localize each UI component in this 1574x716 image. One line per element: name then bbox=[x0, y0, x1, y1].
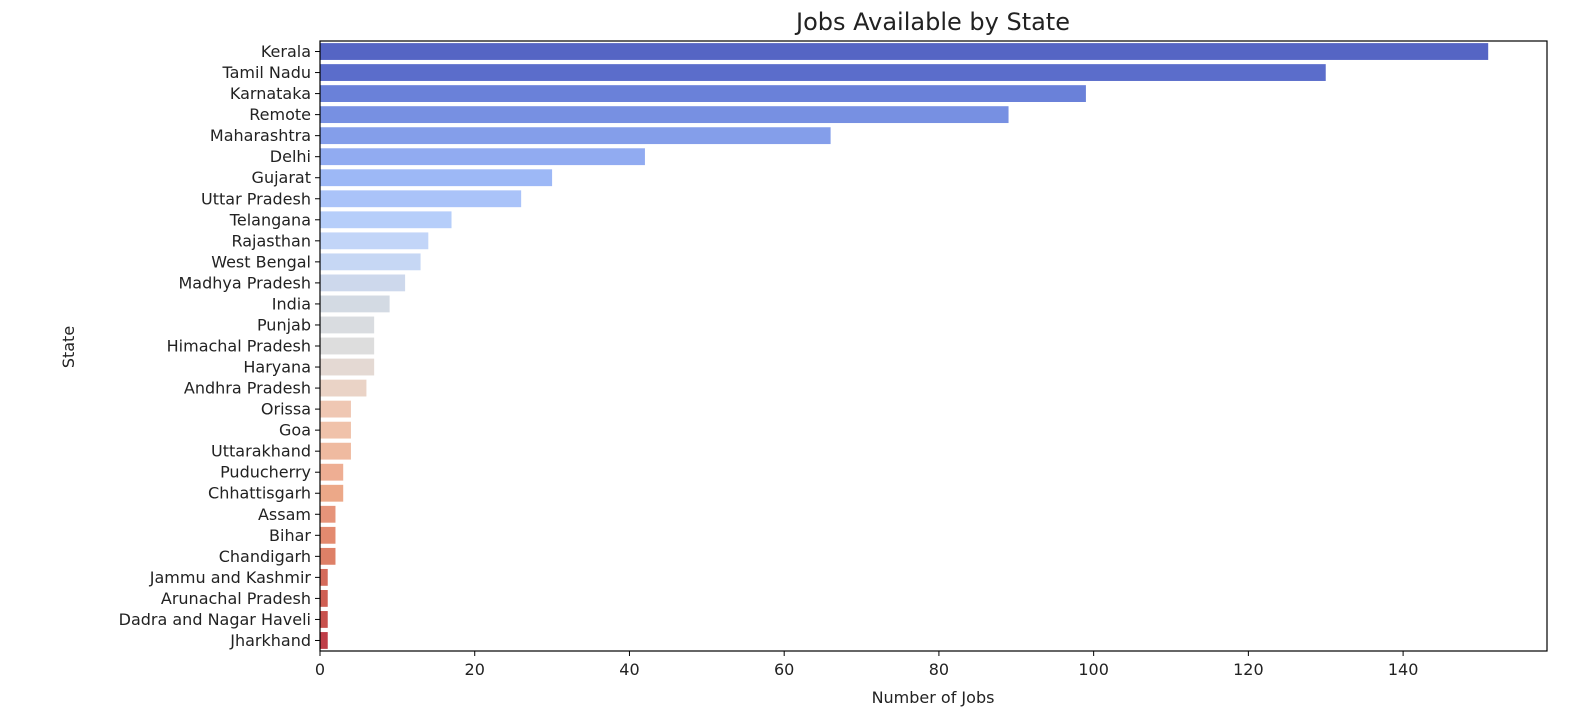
bar-delhi bbox=[320, 148, 645, 165]
bar-jammu-and-kashmir bbox=[320, 569, 328, 586]
bar-orissa bbox=[320, 401, 351, 418]
bar-goa bbox=[320, 422, 351, 439]
x-axis-label: Number of Jobs bbox=[872, 688, 995, 707]
y-tick-label: Rajasthan bbox=[231, 231, 311, 250]
y-tick-label: Maharashtra bbox=[210, 126, 311, 145]
x-ticks: 0 20 40 60 80 100 120 140 bbox=[315, 651, 1418, 679]
x-tick-label: 140 bbox=[1388, 660, 1419, 679]
y-tick-label: Delhi bbox=[270, 147, 311, 166]
bar-remote bbox=[320, 106, 1009, 123]
bar-dadra-and-nagar-haveli bbox=[320, 611, 328, 628]
y-tick-label: Jharkhand bbox=[229, 631, 311, 650]
x-tick-label: 0 bbox=[315, 660, 325, 679]
y-tick-label: Dadra and Nagar Haveli bbox=[119, 610, 311, 629]
y-tick-label: Gujarat bbox=[252, 168, 311, 187]
bar-puducherry bbox=[320, 464, 343, 481]
bar-assam bbox=[320, 506, 335, 523]
bar-arunachal-pradesh bbox=[320, 590, 328, 607]
bar-madhya-pradesh bbox=[320, 274, 405, 291]
x-tick-label: 20 bbox=[465, 660, 485, 679]
x-tick-label: 80 bbox=[929, 660, 949, 679]
bar-punjab bbox=[320, 317, 374, 334]
bar-jharkhand bbox=[320, 632, 328, 649]
bar-west-bengal bbox=[320, 253, 421, 270]
bar-himachal-pradesh bbox=[320, 338, 374, 355]
y-tick-label: Bihar bbox=[269, 526, 311, 545]
bar-uttar-pradesh bbox=[320, 190, 521, 207]
y-tick-labels: Kerala Tamil Nadu Karnataka Remote Maharasht… bbox=[119, 42, 320, 650]
y-tick-label: Himachal Pradesh bbox=[167, 337, 311, 356]
y-tick-label: Chandigarh bbox=[219, 547, 311, 566]
y-tick-label: Uttarakhand bbox=[211, 442, 311, 461]
y-tick-label: Jammu and Kashmir bbox=[149, 568, 312, 587]
bar-haryana bbox=[320, 359, 374, 376]
y-tick-label: Goa bbox=[279, 421, 311, 440]
x-tick-label: 60 bbox=[774, 660, 794, 679]
bar-chandigarh bbox=[320, 548, 335, 565]
y-tick-label: Kerala bbox=[261, 42, 311, 61]
y-tick-label: Uttar Pradesh bbox=[201, 189, 311, 208]
x-tick-label: 100 bbox=[1078, 660, 1109, 679]
y-tick-label: Andhra Pradesh bbox=[184, 379, 311, 398]
y-tick-label: Punjab bbox=[257, 315, 311, 334]
bar-india bbox=[320, 296, 390, 313]
x-tick-label: 120 bbox=[1233, 660, 1264, 679]
bar-gujarat bbox=[320, 169, 552, 186]
y-tick-label: Tamil Nadu bbox=[221, 63, 311, 82]
y-tick-label: West Bengal bbox=[211, 252, 311, 271]
y-tick-label: India bbox=[272, 294, 311, 313]
y-tick-label: Remote bbox=[249, 105, 311, 124]
bar-karnataka bbox=[320, 85, 1086, 102]
y-tick-label: Arunachal Pradesh bbox=[161, 589, 311, 608]
y-tick-label: Haryana bbox=[243, 358, 311, 377]
bar-maharashtra bbox=[320, 127, 831, 144]
bar-andhra-pradesh bbox=[320, 380, 366, 397]
bar-uttarakhand bbox=[320, 443, 351, 460]
bar-tamil-nadu bbox=[320, 64, 1326, 81]
y-axis-label: State bbox=[59, 326, 78, 368]
y-tick-label: Puducherry bbox=[220, 463, 311, 482]
bar-kerala bbox=[320, 43, 1488, 60]
y-tick-label: Madhya Pradesh bbox=[179, 273, 312, 292]
x-tick-label: 40 bbox=[619, 660, 639, 679]
y-tick-label: Karnataka bbox=[230, 84, 311, 103]
bar-chhattisgarh bbox=[320, 485, 343, 502]
y-tick-label: Orissa bbox=[261, 400, 311, 419]
y-tick-label: Chhattisgarh bbox=[208, 484, 311, 503]
bar-bihar bbox=[320, 527, 335, 544]
bar-rajasthan bbox=[320, 232, 428, 249]
y-tick-label: Assam bbox=[258, 505, 311, 524]
chart-title: Jobs Available by State bbox=[794, 8, 1070, 36]
bar-telangana bbox=[320, 211, 452, 228]
bars-group bbox=[320, 43, 1488, 649]
y-tick-label: Telangana bbox=[229, 210, 311, 229]
